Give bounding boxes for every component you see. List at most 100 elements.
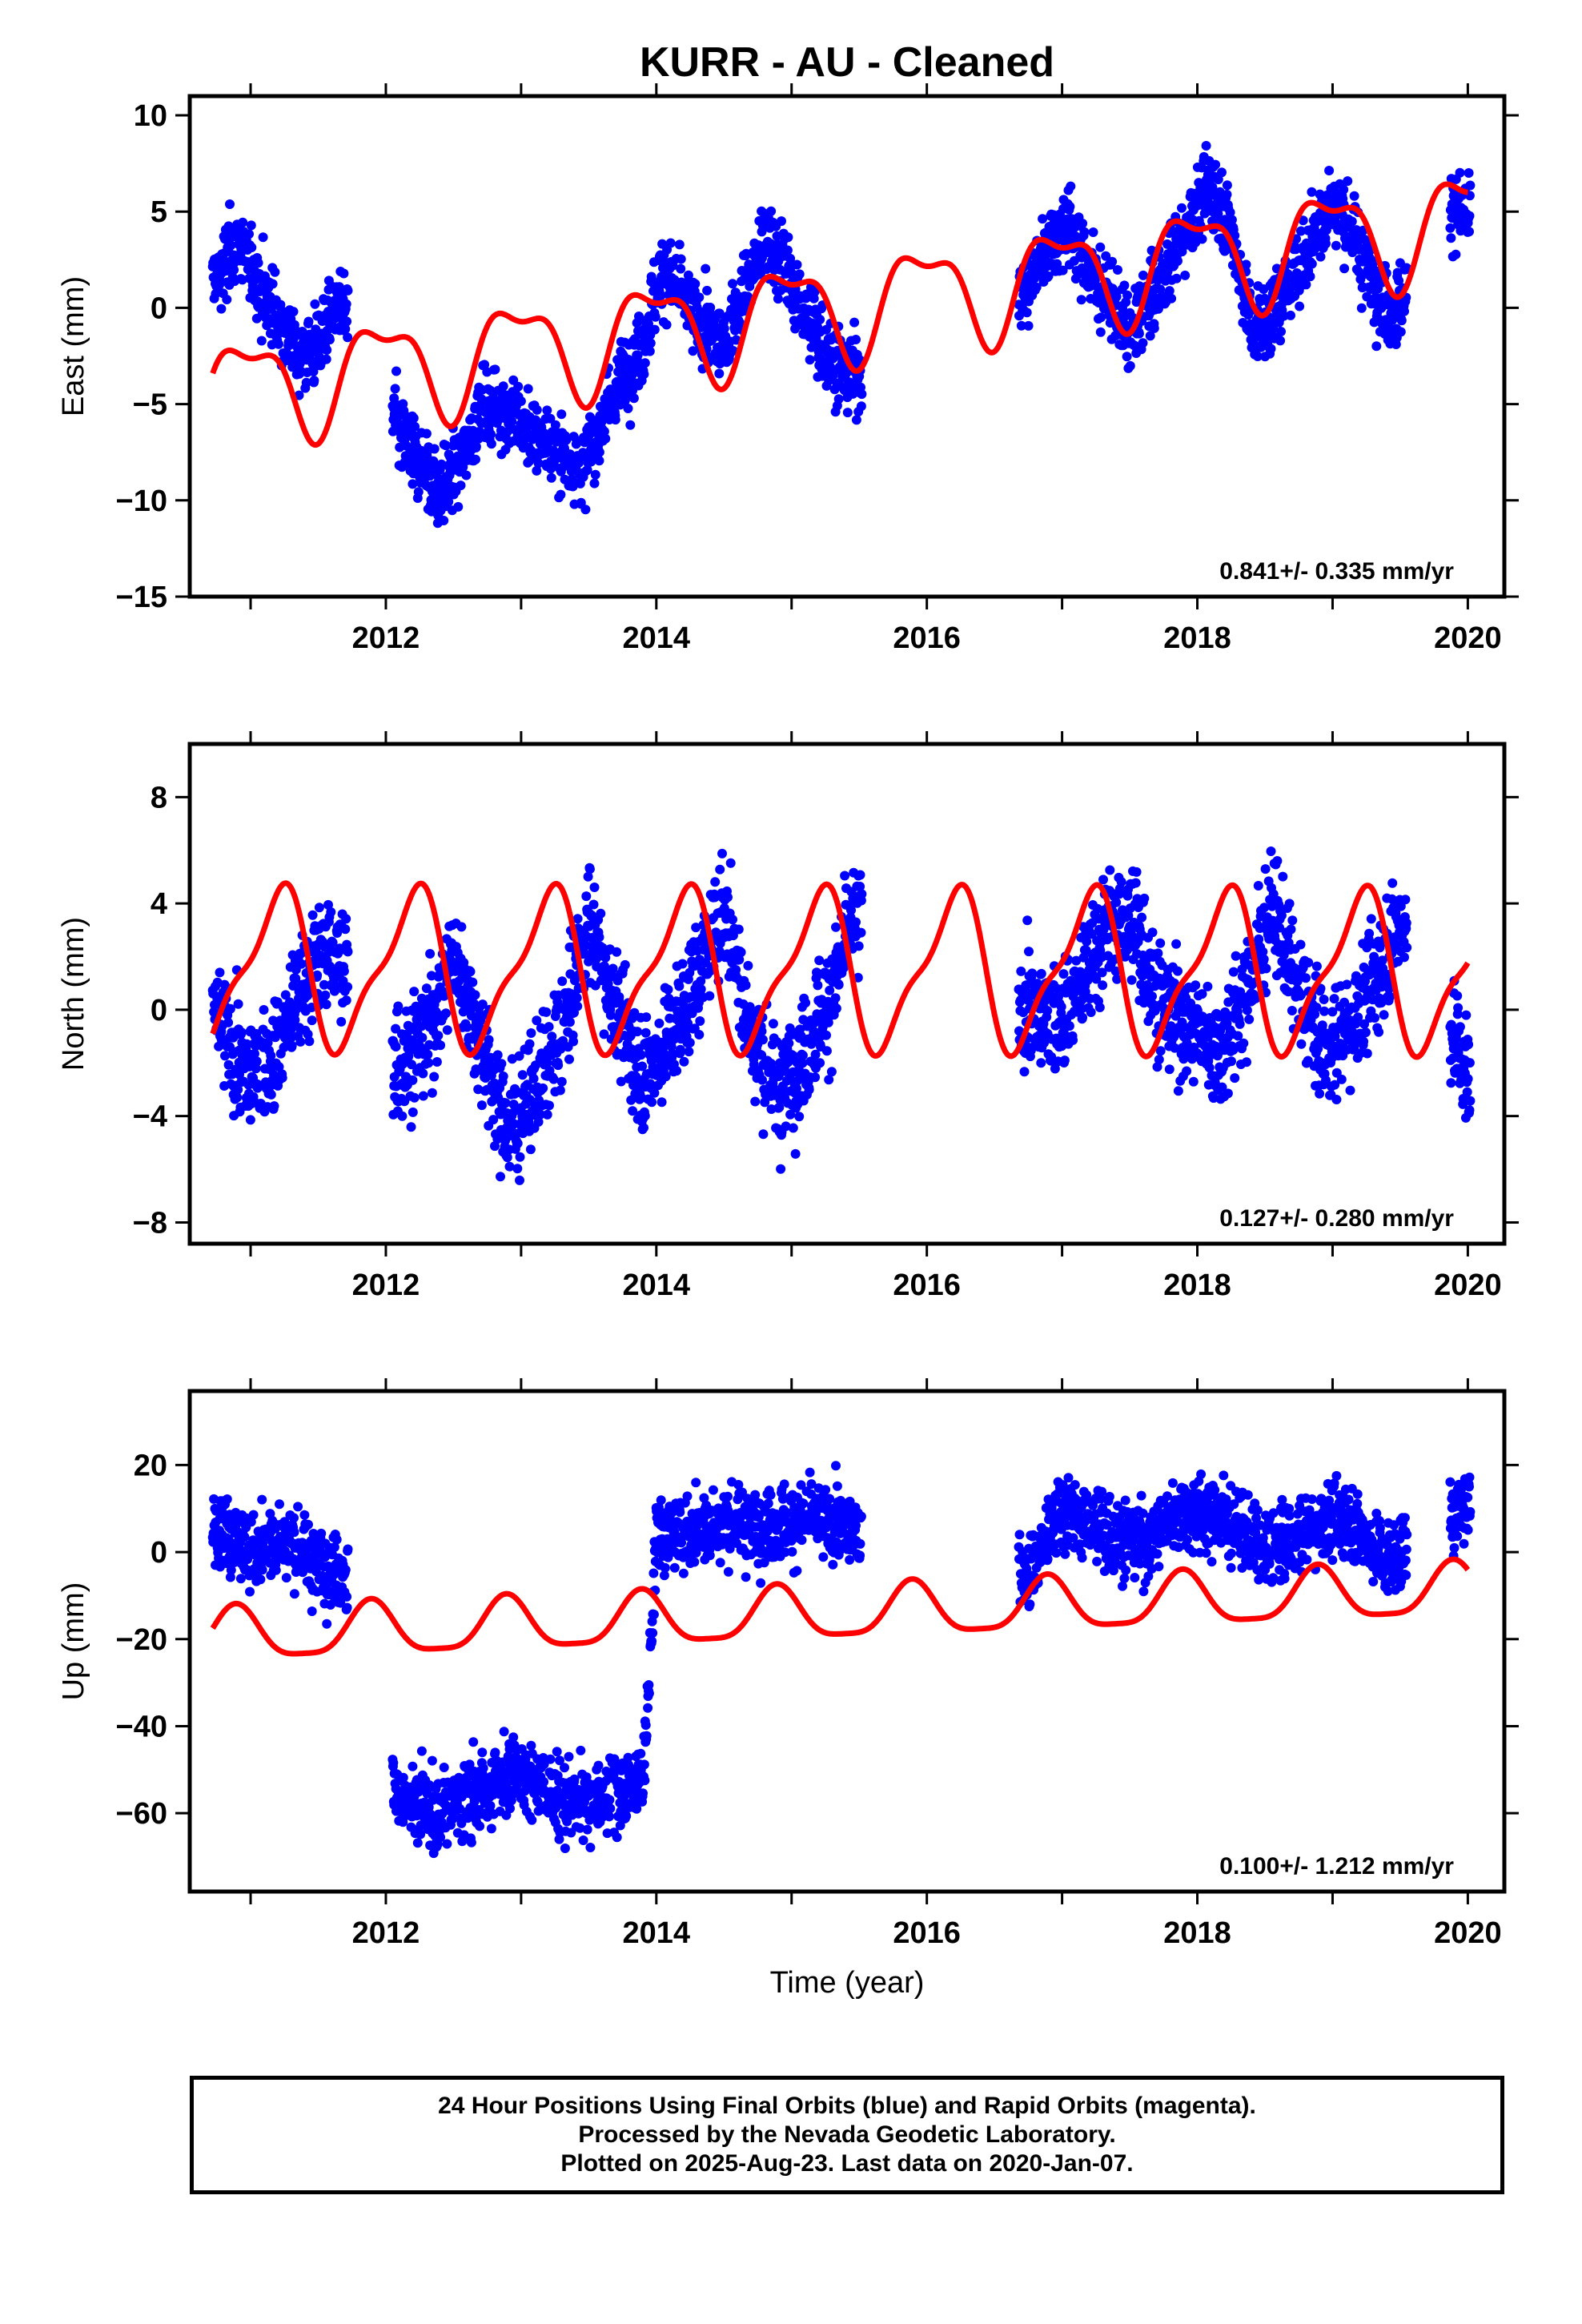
data-point	[465, 967, 476, 977]
data-point	[247, 243, 257, 252]
data-point	[603, 979, 613, 989]
data-point	[462, 1022, 472, 1032]
data-point	[458, 1007, 468, 1017]
data-point	[542, 1109, 552, 1120]
data-point	[691, 923, 701, 933]
data-point	[1042, 1006, 1053, 1015]
data-point	[640, 358, 650, 368]
data-point	[572, 993, 582, 1003]
data-point	[594, 456, 604, 466]
data-point	[401, 429, 411, 439]
data-point	[550, 420, 560, 430]
data-point	[309, 376, 319, 386]
scatter-points	[207, 141, 1476, 529]
data-point	[1296, 1039, 1307, 1049]
data-point	[1137, 912, 1147, 923]
data-point	[781, 1121, 791, 1132]
data-point	[561, 435, 572, 445]
data-point	[1254, 934, 1264, 944]
data-point	[1301, 279, 1311, 290]
data-point	[488, 1115, 499, 1125]
data-point	[319, 979, 329, 990]
data-point	[555, 1085, 565, 1096]
data-point	[277, 1072, 287, 1083]
data-point	[275, 300, 286, 310]
data-point	[410, 421, 420, 432]
data-point	[513, 381, 524, 392]
data-point	[714, 368, 725, 379]
data-point	[1307, 259, 1317, 269]
data-point	[327, 938, 338, 947]
data-point	[408, 413, 419, 424]
data-point	[676, 263, 686, 274]
data-point	[222, 295, 232, 304]
data-point	[1315, 251, 1326, 262]
data-point	[294, 390, 304, 400]
data-point	[1166, 293, 1177, 304]
data-point	[1101, 251, 1111, 261]
data-point	[1321, 1076, 1331, 1085]
data-point	[216, 304, 227, 314]
data-point	[1260, 864, 1271, 875]
data-point	[614, 991, 624, 1002]
data-point	[628, 1106, 638, 1116]
data-point	[826, 1067, 837, 1077]
data-point	[1253, 881, 1263, 891]
data-point	[831, 1003, 841, 1014]
data-point	[1311, 961, 1322, 971]
data-point	[608, 963, 618, 974]
data-point	[588, 899, 599, 910]
data-point	[1110, 966, 1121, 976]
data-point	[1251, 993, 1261, 1003]
data-point	[496, 1059, 507, 1069]
data-point	[723, 892, 733, 903]
data-point	[274, 339, 283, 349]
data-point	[1022, 915, 1033, 926]
data-point	[620, 396, 630, 406]
data-point	[436, 1040, 446, 1051]
data-point	[1098, 875, 1108, 885]
data-point	[1394, 275, 1404, 286]
data-point	[1331, 1095, 1342, 1104]
data-point	[804, 1084, 814, 1095]
data-point	[717, 848, 727, 858]
data-point	[702, 285, 713, 296]
data-point	[1248, 336, 1259, 346]
data-point	[310, 299, 320, 309]
data-point	[245, 1115, 255, 1125]
data-point	[295, 1036, 306, 1047]
data-point	[830, 993, 841, 1003]
data-point	[675, 1044, 685, 1055]
data-point	[287, 1040, 297, 1051]
data-point	[1031, 282, 1042, 292]
data-point	[1088, 227, 1098, 237]
data-point	[296, 959, 307, 969]
data-point	[1230, 1073, 1240, 1084]
data-point	[637, 1061, 648, 1072]
data-point	[256, 336, 267, 346]
data-point	[393, 1001, 404, 1011]
data-point	[644, 346, 655, 356]
data-point	[236, 1027, 247, 1038]
data-point	[616, 1076, 626, 1087]
data-point	[1336, 1074, 1347, 1084]
data-point	[535, 1109, 545, 1120]
data-point	[1286, 310, 1295, 320]
data-point	[1319, 995, 1329, 1004]
data-point	[544, 1100, 554, 1111]
data-point	[424, 1058, 434, 1068]
data-point	[1171, 273, 1182, 283]
data-point	[1231, 951, 1241, 961]
data-point	[391, 1023, 401, 1034]
data-point	[1284, 899, 1295, 909]
data-point	[736, 947, 746, 958]
data-point	[429, 1072, 440, 1082]
data-point	[1076, 295, 1086, 305]
data-point	[710, 877, 721, 887]
y-tick-label: 10	[134, 99, 167, 133]
data-point	[1105, 865, 1115, 875]
data-point	[672, 1066, 682, 1076]
data-point	[515, 1152, 525, 1162]
data-point	[731, 965, 741, 975]
data-point	[413, 487, 424, 497]
